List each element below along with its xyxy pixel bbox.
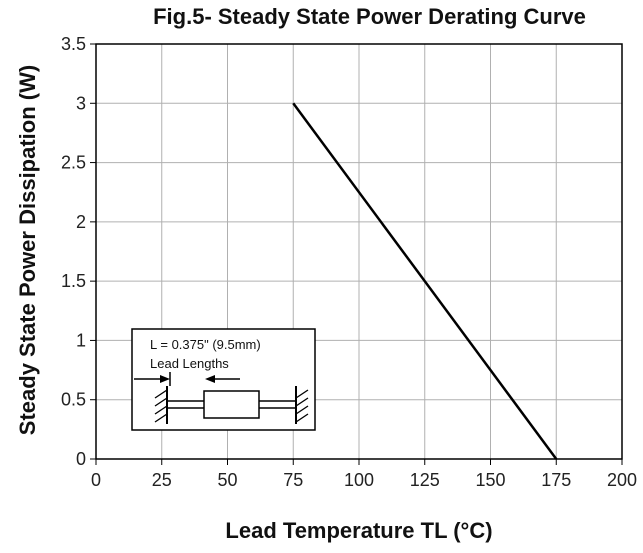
y-tick-label: 2 <box>76 212 86 232</box>
x-tick-label: 125 <box>410 470 440 490</box>
y-axis-label: Steady State Power Dissipation (W) <box>15 64 40 436</box>
y-tick-label: 3.5 <box>61 34 86 54</box>
x-tick-label: 75 <box>283 470 303 490</box>
x-tick-label: 200 <box>607 470 637 490</box>
y-tick-label: 0 <box>76 449 86 469</box>
right-hatching <box>295 389 309 423</box>
x-tick-labels: 0 25 50 75 100 125 150 175 200 <box>91 470 637 490</box>
axes <box>90 43 623 465</box>
plot-frame <box>95 43 623 460</box>
x-tick-label: 150 <box>475 470 505 490</box>
y-tick-label: 2.5 <box>61 153 86 173</box>
inset-line-2: Lead Lengths <box>150 356 229 371</box>
y-tick-labels: 0 0.5 1 1.5 2 2.5 3 3.5 <box>61 34 86 469</box>
inset-line-1: L = 0.375" (9.5mm) <box>150 337 261 352</box>
left-arrow-head <box>160 375 170 383</box>
derating-line <box>292 102 558 460</box>
component-body <box>203 390 260 419</box>
x-tick-label: 50 <box>217 470 237 490</box>
x-tick-label: 25 <box>152 470 172 490</box>
left-hatching <box>154 389 168 423</box>
lead-length-inset: L = 0.375" (9.5mm) Lead Lengths <box>131 328 316 431</box>
x-tick-label: 100 <box>344 470 374 490</box>
x-tick-label: 0 <box>91 470 101 490</box>
y-tick-label: 1 <box>76 330 86 350</box>
chart-title: Fig.5- Steady State Power Derating Curve <box>153 4 586 29</box>
x-axis-label: Lead Temperature TL (°C) <box>225 518 493 543</box>
right-arrow-head <box>205 375 215 383</box>
y-tick-label: 3 <box>76 93 86 113</box>
x-tick-label: 175 <box>541 470 571 490</box>
series-layer <box>292 102 558 460</box>
y-tick-label: 1.5 <box>61 271 86 291</box>
y-tick-label: 0.5 <box>61 390 86 410</box>
